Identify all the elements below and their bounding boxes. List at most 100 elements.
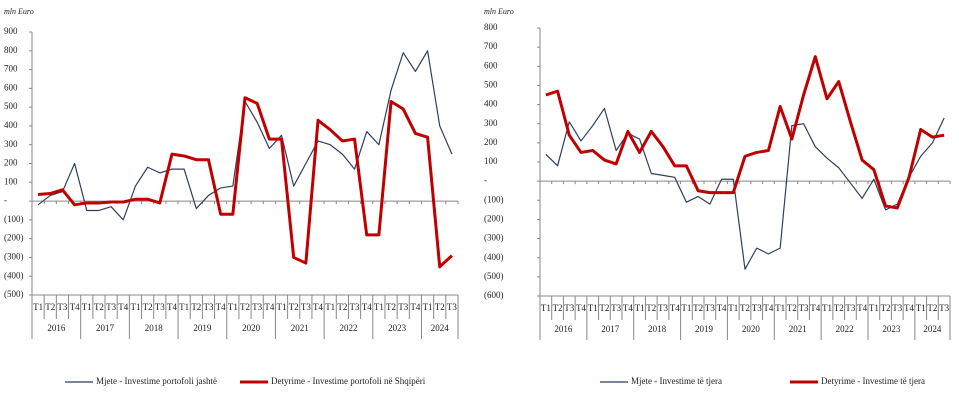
x-tick-label: T4	[362, 302, 372, 312]
y-tick-label: (100)	[4, 214, 24, 224]
x-tick-label: T4	[763, 303, 773, 313]
x-tick-label: T4	[904, 303, 914, 313]
y-tick-label: 600	[4, 82, 18, 92]
x-tick-label: T1	[179, 302, 189, 312]
x-tick-label: T3	[752, 303, 762, 313]
y-tick-label: (500)	[4, 289, 24, 299]
y-tick-label: (300)	[4, 251, 24, 261]
x-tick-label: T3	[611, 303, 621, 313]
x-tick-label: T2	[240, 302, 250, 312]
x-tick-label: T4	[410, 302, 420, 312]
x-tick-label: T2	[599, 303, 609, 313]
year-label: 2021	[291, 323, 309, 333]
x-tick-label: T1	[822, 303, 832, 313]
y-tick-label: 900	[4, 26, 18, 36]
year-label: 2018	[648, 324, 667, 334]
x-tick-label: T1	[728, 303, 738, 313]
year-label: 2019	[193, 323, 212, 333]
x-tick-label: T1	[82, 302, 92, 312]
y-tick-label: 500	[484, 79, 498, 89]
series-line	[37, 96, 453, 269]
year-label: 2022	[836, 324, 854, 334]
x-tick-label: T1	[588, 303, 598, 313]
x-tick-label: T3	[155, 302, 165, 312]
year-label: 2023	[388, 323, 407, 333]
y-tick-label: 800	[4, 45, 18, 55]
x-tick-label: T4	[576, 303, 586, 313]
x-tick-label: T3	[892, 303, 902, 313]
year-label: 2020	[742, 324, 761, 334]
x-tick-label: T2	[386, 302, 396, 312]
x-tick-label: T1	[423, 302, 433, 312]
y-tick-label: (100)	[484, 194, 504, 204]
x-tick-label: T2	[435, 302, 445, 312]
y-tick-label: (200)	[4, 233, 24, 243]
x-tick-label: T4	[313, 302, 323, 312]
x-tick-label: T3	[252, 302, 262, 312]
x-tick-label: T1	[228, 302, 238, 312]
y-tick-label: -	[484, 175, 487, 185]
y-tick-label: 100	[4, 176, 18, 186]
unit-label: mln Euro	[484, 7, 514, 16]
x-tick-label: T3	[203, 302, 213, 312]
y-tick-label: (400)	[4, 270, 24, 280]
year-label: 2020	[242, 323, 261, 333]
x-tick-label: T2	[881, 303, 891, 313]
x-tick-label: T2	[191, 302, 201, 312]
x-tick-label: T3	[705, 303, 715, 313]
x-tick-label: T2	[143, 302, 153, 312]
x-tick-label: T4	[167, 302, 177, 312]
x-tick-label: T3	[57, 302, 67, 312]
chart: mln Euro (500) (400) (300) (200) (100) - 100 200…	[4, 7, 459, 386]
x-tick-label: T4	[670, 303, 680, 313]
y-tick-label: (200)	[484, 213, 504, 223]
year-label: 2024	[431, 323, 450, 333]
x-tick-label: T1	[869, 303, 879, 313]
x-tick-label: T1	[635, 303, 645, 313]
legend-label: Mjete - Investime portofoli jashtë	[96, 376, 217, 386]
x-tick-label: T4	[216, 302, 226, 312]
x-tick-label: T2	[834, 303, 844, 313]
y-tick-label: 200	[4, 158, 18, 168]
y-tick-label: 400	[4, 120, 18, 130]
y-tick-label: 400	[484, 99, 498, 109]
x-tick-label: T2	[289, 302, 299, 312]
x-tick-label: T1	[541, 303, 551, 313]
year-label: 2024	[923, 324, 942, 334]
x-tick-label: T2	[787, 303, 797, 313]
x-tick-label: T4	[857, 303, 867, 313]
x-tick-label: T3	[799, 303, 809, 313]
x-tick-label: T2	[553, 303, 563, 313]
x-tick-label: T2	[94, 302, 104, 312]
x-tick-label: T3	[939, 303, 949, 313]
legend-label: Detyrime - Investime portofoli në Shqipë…	[271, 376, 426, 386]
y-tick-label: (600)	[484, 290, 504, 300]
year-label: 2019	[695, 324, 714, 334]
x-tick-label: T3	[564, 303, 574, 313]
y-tick-label: (500)	[484, 271, 504, 281]
y-tick-label: 300	[484, 118, 498, 128]
x-tick-label: T3	[398, 302, 408, 312]
y-tick-label: 300	[4, 139, 18, 149]
x-tick-label: T3	[106, 302, 116, 312]
x-tick-label: T1	[325, 302, 335, 312]
x-tick-label: T2	[693, 303, 703, 313]
x-tick-label: T1	[374, 302, 384, 312]
x-tick-label: T1	[130, 302, 140, 312]
year-label: 2017	[601, 324, 620, 334]
year-label: 2016	[554, 324, 573, 334]
x-tick-label: T1	[681, 303, 691, 313]
x-tick-label: T4	[810, 303, 820, 313]
y-tick-label: 200	[484, 137, 498, 147]
x-tick-label: T4	[264, 302, 274, 312]
x-tick-label: T3	[845, 303, 855, 313]
x-tick-label: T2	[337, 302, 347, 312]
y-tick-label: (300)	[484, 233, 504, 243]
x-tick-label: T3	[301, 302, 311, 312]
series-line	[37, 50, 453, 221]
x-tick-label: T2	[927, 303, 937, 313]
x-tick-label: T3	[350, 302, 360, 312]
series-line	[545, 55, 945, 210]
x-tick-label: T2	[45, 302, 55, 312]
